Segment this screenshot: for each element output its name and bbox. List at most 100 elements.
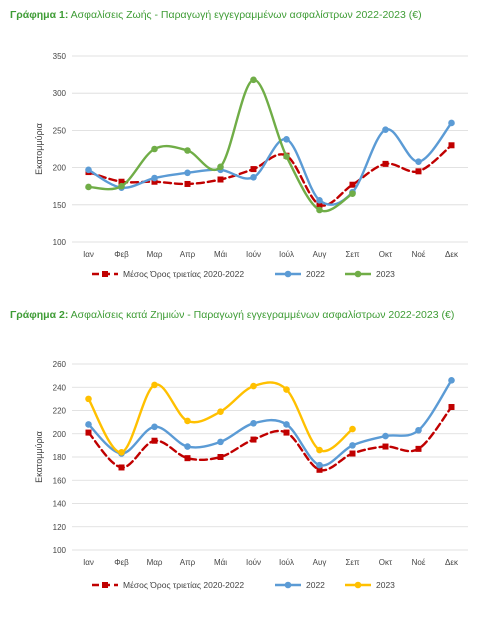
data-point [349, 181, 356, 188]
data-point [316, 461, 323, 469]
legend-marker [354, 270, 362, 278]
x-tick-label: Ιούλ [279, 250, 294, 259]
data-point [151, 423, 158, 431]
y-tick-label: 100 [53, 546, 67, 555]
chart-1-title: Γράφημα 1: Ασφαλίσεις Ζωής - Παραγωγή εγ… [10, 8, 490, 22]
data-point [283, 136, 290, 143]
chart-2-title-text: Ασφαλίσεις κατά Ζημιών - Παραγωγή εγγεγρ… [70, 309, 455, 321]
data-point [349, 450, 356, 457]
data-point [448, 119, 455, 127]
data-point [349, 190, 356, 197]
x-tick-label: Σεπ [345, 250, 360, 259]
data-point [250, 173, 257, 181]
x-tick-label: Ιαν [83, 558, 94, 567]
x-tick-label: Δεκ [445, 250, 459, 259]
data-point [184, 147, 191, 154]
chart-2-title-prefix: Γράφημα 2: [10, 309, 69, 321]
x-tick-label: Μαρ [147, 250, 163, 259]
legend-marker [354, 581, 362, 589]
legend-marker [102, 271, 108, 277]
y-tick-label: 250 [53, 126, 67, 135]
legend-entry: 2022 [306, 580, 325, 590]
x-tick-label: Απρ [180, 250, 196, 259]
data-point [118, 464, 125, 471]
x-tick-label: Ιούλ [279, 558, 294, 567]
y-tick-label: 120 [53, 523, 67, 532]
y-tick-label: 100 [53, 238, 67, 247]
y-axis-label: Εκατομμύρια [34, 431, 44, 483]
data-point [118, 449, 125, 456]
data-point [151, 178, 158, 185]
chart-1-title-prefix: Γράφημα 1: [10, 9, 69, 21]
x-tick-label: Οκτ [379, 250, 393, 259]
data-point [349, 425, 356, 433]
data-point [151, 174, 158, 182]
data-point [151, 145, 158, 153]
data-point [85, 429, 92, 436]
series-line [87, 405, 453, 472]
chart-1-svg: 100 150 200 250 300 350 Ιαν Φεβ Μαρ Απρ Μάι Ιούν Ιού… [34, 52, 468, 279]
legend-entry: 2022 [306, 269, 325, 279]
data-point [316, 197, 323, 204]
data-point [415, 158, 422, 165]
data-point [448, 376, 455, 384]
y-tick-label: 150 [53, 201, 67, 210]
data-point [85, 166, 92, 174]
y-tick-label: 300 [53, 89, 67, 98]
data-point [349, 442, 356, 449]
x-tick-label: Ιούν [246, 250, 261, 259]
data-point [184, 417, 191, 425]
x-tick-label: Φεβ [114, 250, 129, 259]
x-tick-label: Μάι [214, 250, 227, 259]
x-tick-label: Ιούν [246, 558, 261, 567]
data-point [283, 386, 290, 393]
legend-marker [102, 582, 108, 588]
data-point [184, 455, 191, 462]
data-point [217, 176, 224, 183]
legend-entry: 2023 [376, 580, 395, 590]
data-point [283, 153, 290, 160]
data-point [316, 446, 323, 454]
x-tick-label: Δεκ [445, 558, 459, 567]
legend-marker [284, 581, 292, 589]
data-point [283, 429, 290, 436]
data-point [184, 443, 191, 450]
data-point [316, 201, 323, 208]
x-tick-label: Αυγ [313, 558, 327, 567]
x-tick-label: Νοέ [412, 558, 426, 567]
data-point [250, 419, 257, 427]
y-tick-label: 200 [53, 430, 67, 439]
legend-entry: 2023 [376, 269, 395, 279]
y-tick-label: 220 [53, 407, 67, 416]
x-tick-label: Μαρ [147, 558, 163, 567]
chart-2-svg: 100 120 140 160 180 200 220 240 260 Ιαν Φεβ Μαρ Απρ Μ… [34, 360, 468, 590]
data-point [217, 408, 224, 415]
data-point [85, 183, 92, 191]
data-point [118, 178, 125, 185]
y-tick-label: 350 [53, 52, 67, 61]
y-tick-label: 240 [53, 383, 67, 392]
y-tick-label: 260 [53, 360, 67, 369]
legend-entry: Μέσος Όρος τριετίας 2020-2022 [123, 269, 244, 279]
data-point [250, 436, 257, 443]
series-line [87, 121, 453, 206]
x-tick-label: Μάι [214, 558, 227, 567]
series-line [87, 379, 453, 467]
data-point [316, 466, 323, 473]
x-tick-label: Οκτ [379, 558, 393, 567]
data-point [415, 445, 422, 452]
data-point [382, 160, 389, 167]
data-point [250, 166, 257, 173]
data-point [217, 438, 224, 446]
data-point [448, 404, 455, 411]
y-tick-label: 200 [53, 164, 67, 173]
data-point [184, 169, 191, 177]
y-tick-label: 160 [53, 476, 67, 485]
x-tick-label: Ιαν [83, 250, 94, 259]
data-point [283, 421, 290, 428]
x-tick-label: Φεβ [114, 558, 129, 567]
y-tick-label: 140 [53, 500, 67, 509]
data-point [316, 206, 323, 214]
data-point [382, 443, 389, 450]
data-point [382, 126, 389, 133]
